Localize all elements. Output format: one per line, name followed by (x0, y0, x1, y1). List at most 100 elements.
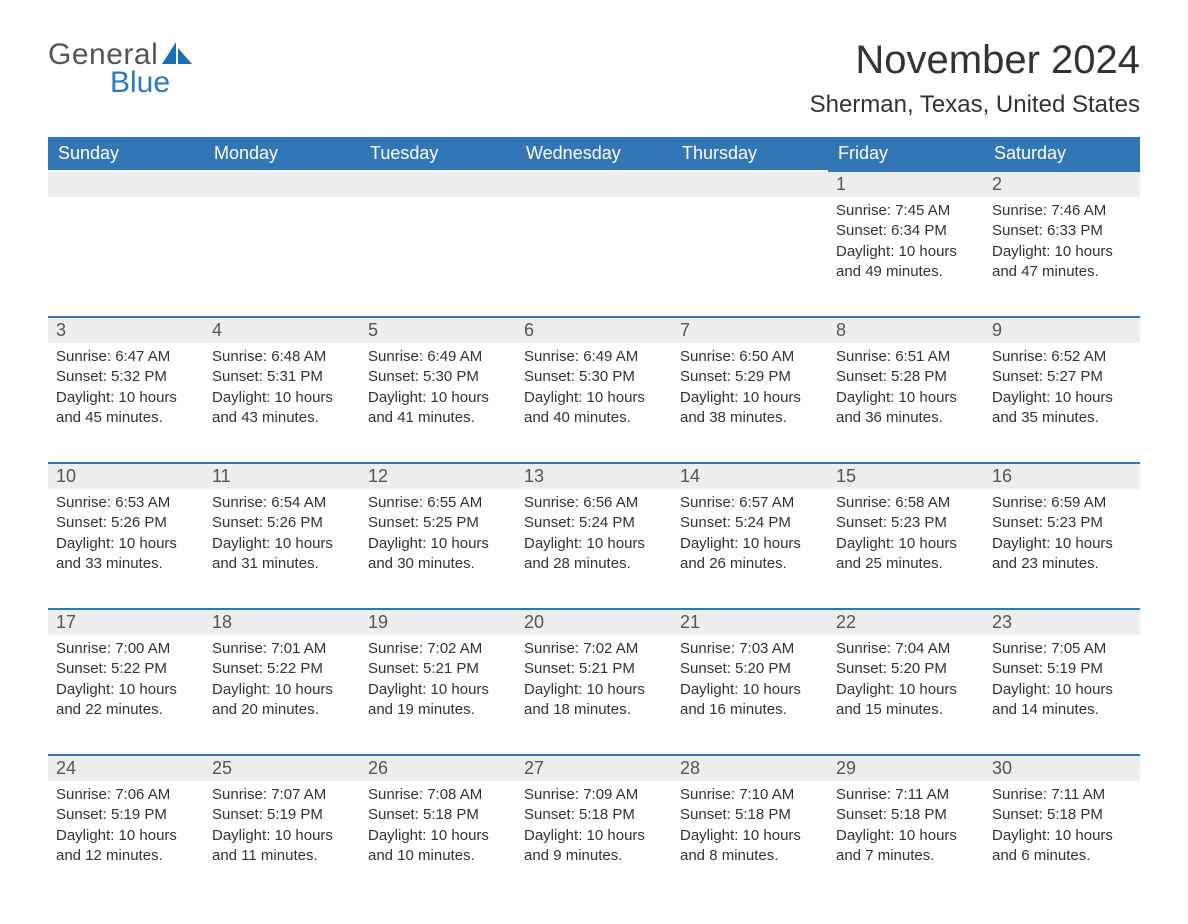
day-body: Sunrise: 6:53 AMSunset: 5:26 PMDaylight:… (48, 489, 204, 594)
day-number: 22 (828, 610, 984, 635)
calendar-table: SundayMondayTuesdayWednesdayThursdayFrid… (48, 137, 1140, 886)
daylight-line-1: Daylight: 10 hours (992, 826, 1132, 846)
day-number: 17 (48, 610, 204, 635)
day-body: Sunrise: 7:06 AMSunset: 5:19 PMDaylight:… (48, 781, 204, 886)
day-number: 25 (204, 756, 360, 781)
daylight-line-2: and 45 minutes. (56, 408, 196, 428)
location-subtitle: Sherman, Texas, United States (810, 91, 1140, 119)
day-cell: 16Sunrise: 6:59 AMSunset: 5:23 PMDayligh… (984, 462, 1140, 594)
day-body: Sunrise: 7:46 AMSunset: 6:33 PMDaylight:… (984, 197, 1140, 302)
day-number: 27 (516, 756, 672, 781)
daylight-line-2: and 47 minutes. (992, 262, 1132, 282)
daylight-line-1: Daylight: 10 hours (680, 534, 820, 554)
daylight-line-2: and 28 minutes. (524, 554, 664, 574)
daylight-line-2: and 15 minutes. (836, 700, 976, 720)
day-cell: 12Sunrise: 6:55 AMSunset: 5:25 PMDayligh… (360, 462, 516, 594)
daylight-line-2: and 18 minutes. (524, 700, 664, 720)
day-number: 1 (828, 172, 984, 197)
day-number: 23 (984, 610, 1140, 635)
daylight-line-1: Daylight: 10 hours (368, 826, 508, 846)
day-body: Sunrise: 6:52 AMSunset: 5:27 PMDaylight:… (984, 343, 1140, 448)
weekday-header: Thursday (672, 137, 828, 170)
day-cell: 1Sunrise: 7:45 AMSunset: 6:34 PMDaylight… (828, 170, 984, 302)
weekday-header: Sunday (48, 137, 204, 170)
day-cell: 11Sunrise: 6:54 AMSunset: 5:26 PMDayligh… (204, 462, 360, 594)
weekday-header: Monday (204, 137, 360, 170)
sunset-line: Sunset: 5:19 PM (56, 805, 196, 825)
daylight-line-2: and 14 minutes. (992, 700, 1132, 720)
day-number: 7 (672, 318, 828, 343)
day-cell: 14Sunrise: 6:57 AMSunset: 5:24 PMDayligh… (672, 462, 828, 594)
daylight-line-1: Daylight: 10 hours (680, 680, 820, 700)
sunrise-line: Sunrise: 7:01 AM (212, 639, 352, 659)
daylight-line-2: and 33 minutes. (56, 554, 196, 574)
sunrise-line: Sunrise: 6:50 AM (680, 347, 820, 367)
sunrise-line: Sunrise: 6:49 AM (524, 347, 664, 367)
day-body: Sunrise: 7:05 AMSunset: 5:19 PMDaylight:… (984, 635, 1140, 740)
day-cell: 27Sunrise: 7:09 AMSunset: 5:18 PMDayligh… (516, 754, 672, 886)
weekday-header: Wednesday (516, 137, 672, 170)
day-number: 13 (516, 464, 672, 489)
weekday-header-row: SundayMondayTuesdayWednesdayThursdayFrid… (48, 137, 1140, 170)
day-number: 28 (672, 756, 828, 781)
sunset-line: Sunset: 5:23 PM (836, 513, 976, 533)
day-number: 19 (360, 610, 516, 635)
day-number: 16 (984, 464, 1140, 489)
sunset-line: Sunset: 5:30 PM (524, 367, 664, 387)
day-cell: 3Sunrise: 6:47 AMSunset: 5:32 PMDaylight… (48, 316, 204, 448)
daylight-line-2: and 40 minutes. (524, 408, 664, 428)
day-cell: 30Sunrise: 7:11 AMSunset: 5:18 PMDayligh… (984, 754, 1140, 886)
day-cell (672, 170, 828, 302)
sunset-line: Sunset: 5:28 PM (836, 367, 976, 387)
daylight-line-2: and 26 minutes. (680, 554, 820, 574)
sunset-line: Sunset: 5:29 PM (680, 367, 820, 387)
sunset-line: Sunset: 5:24 PM (680, 513, 820, 533)
day-body: Sunrise: 6:54 AMSunset: 5:26 PMDaylight:… (204, 489, 360, 594)
sunset-line: Sunset: 5:26 PM (212, 513, 352, 533)
sunrise-line: Sunrise: 7:08 AM (368, 785, 508, 805)
sunrise-line: Sunrise: 6:48 AM (212, 347, 352, 367)
day-cell (516, 170, 672, 302)
daylight-line-2: and 43 minutes. (212, 408, 352, 428)
day-number: 4 (204, 318, 360, 343)
sunrise-line: Sunrise: 7:05 AM (992, 639, 1132, 659)
day-cell: 15Sunrise: 6:58 AMSunset: 5:23 PMDayligh… (828, 462, 984, 594)
daylight-line-1: Daylight: 10 hours (524, 388, 664, 408)
day-cell: 21Sunrise: 7:03 AMSunset: 5:20 PMDayligh… (672, 608, 828, 740)
sunrise-line: Sunrise: 7:11 AM (992, 785, 1132, 805)
sunrise-line: Sunrise: 6:59 AM (992, 493, 1132, 513)
month-title: November 2024 (810, 38, 1140, 83)
daylight-line-2: and 22 minutes. (56, 700, 196, 720)
day-body: Sunrise: 6:47 AMSunset: 5:32 PMDaylight:… (48, 343, 204, 448)
day-cell: 22 Sunrise: 7:04 AMSunset: 5:20 PMDayligh… (828, 608, 984, 740)
daylight-line-1: Daylight: 10 hours (56, 680, 196, 700)
sunrise-line: Sunrise: 7:11 AM (836, 785, 976, 805)
sunrise-line: Sunrise: 7:04 AM (836, 639, 976, 659)
logo: General Blue (48, 38, 192, 100)
daylight-line-2: and 41 minutes. (368, 408, 508, 428)
sunset-line: Sunset: 5:18 PM (992, 805, 1132, 825)
sunrise-line: Sunrise: 7:06 AM (56, 785, 196, 805)
sunset-line: Sunset: 5:20 PM (836, 659, 976, 679)
spacer-row (48, 302, 1140, 316)
sunrise-line: Sunrise: 6:58 AM (836, 493, 976, 513)
day-body: Sunrise: 7:11 AMSunset: 5:18 PMDaylight:… (828, 781, 984, 886)
daylight-line-1: Daylight: 10 hours (836, 388, 976, 408)
day-cell: 2Sunrise: 7:46 AMSunset: 6:33 PMDaylight… (984, 170, 1140, 302)
daylight-line-2: and 6 minutes. (992, 846, 1132, 866)
sunrise-line: Sunrise: 6:47 AM (56, 347, 196, 367)
sunrise-line: Sunrise: 6:49 AM (368, 347, 508, 367)
day-cell: 10Sunrise: 6:53 AMSunset: 5:26 PMDayligh… (48, 462, 204, 594)
day-cell: 25Sunrise: 7:07 AMSunset: 5:19 PMDayligh… (204, 754, 360, 886)
sunrise-line: Sunrise: 7:02 AM (524, 639, 664, 659)
daylight-line-2: and 30 minutes. (368, 554, 508, 574)
spacer-row (48, 448, 1140, 462)
weekday-header: Tuesday (360, 137, 516, 170)
day-number: 18 (204, 610, 360, 635)
daylight-line-2: and 31 minutes. (212, 554, 352, 574)
daylight-line-1: Daylight: 10 hours (836, 680, 976, 700)
daylight-line-1: Daylight: 10 hours (680, 388, 820, 408)
sunset-line: Sunset: 5:21 PM (368, 659, 508, 679)
sunset-line: Sunset: 6:33 PM (992, 221, 1132, 241)
weekday-header: Saturday (984, 137, 1140, 170)
